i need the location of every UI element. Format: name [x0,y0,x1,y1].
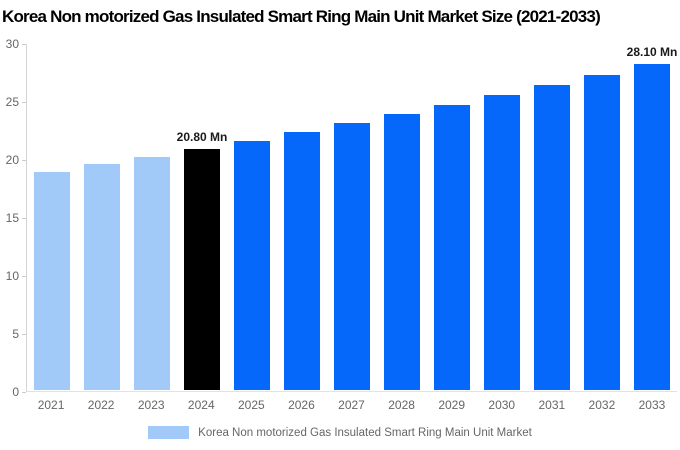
y-tick-label: 20 [5,153,19,167]
bar-slot [127,44,177,390]
x-axis-label: 2022 [87,398,115,412]
bar-2023[interactable] [134,156,170,390]
x-axis-label: 2027 [338,398,365,412]
bar-slot [377,44,427,390]
x-axis-label: 2024 [187,398,215,412]
bar-slot: 28.10 Mn [627,44,677,390]
bar-value-label: 28.10 Mn [626,45,678,59]
legend-swatch [148,426,190,439]
y-tick-label: 5 [12,327,19,341]
bar-2030[interactable] [484,95,520,390]
y-tick-label: 10 [5,269,19,283]
bars-container: 20.80 Mn 28.10 Mn [27,44,677,390]
y-tick-label: 30 [5,37,19,51]
y-tick-mark [22,218,26,219]
bar-slot [427,44,477,390]
bar-slot [27,44,77,390]
bar-2033[interactable] [634,64,670,390]
bar-slot [477,44,527,390]
y-tick-label: 15 [5,211,19,225]
y-tick-mark [22,334,26,335]
chart-title: Korea Non motorized Gas Insulated Smart … [2,7,601,26]
x-axis-label: 2028 [388,398,415,412]
y-tick-mark [22,276,26,277]
bar-slot: 20.80 Mn [177,44,227,390]
y-axis: 0 5 10 15 20 25 30 [0,38,26,398]
y-tick-mark [22,392,26,393]
x-axis-label: 2021 [37,398,65,412]
bar-2028[interactable] [384,114,420,390]
x-axis-label: 2023 [137,398,165,412]
bar-2027[interactable] [334,123,370,390]
legend-label: Korea Non motorized Gas Insulated Smart … [198,426,532,439]
bar-2029[interactable] [434,104,470,390]
bar-slot [577,44,627,390]
plot-area: 20.80 Mn 28.10 Mn [26,44,677,392]
bar-2031[interactable] [534,84,570,390]
x-axis-label: 2031 [538,398,566,412]
bar-slot [527,44,577,390]
bar-2025[interactable] [234,140,270,390]
x-axis-label: 2032 [588,398,616,412]
bar-value-label: 20.80 Mn [176,129,228,144]
x-axis-label: 2026 [288,398,315,412]
bar-slot [327,44,377,390]
bar-2024[interactable] [184,148,220,390]
bar-2026[interactable] [284,132,320,390]
x-axis-label: 2025 [238,398,265,412]
x-axis-label: 2033 [638,398,666,412]
legend[interactable]: Korea Non motorized Gas Insulated Smart … [0,426,680,439]
y-tick-mark [22,44,26,45]
x-axis-labels: 2021 2022 2023 2024 2025 2026 2027 2028 2029 2030… [26,398,677,412]
y-tick-mark [22,160,26,161]
y-tick-label: 25 [5,95,19,109]
x-axis-label: 2029 [438,398,466,412]
x-axis-label: 2030 [488,398,516,412]
bar-2022[interactable] [84,164,120,390]
bar-2032[interactable] [584,74,620,390]
bar-2021[interactable] [34,171,70,390]
y-tick-mark [22,102,26,103]
bar-slot [77,44,127,390]
bar-slot [227,44,277,390]
bar-slot [277,44,327,390]
y-tick-label: 0 [12,385,19,399]
